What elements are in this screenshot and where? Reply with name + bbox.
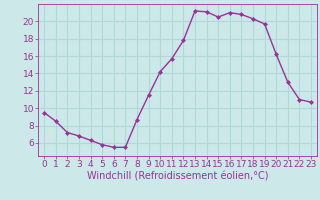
- X-axis label: Windchill (Refroidissement éolien,°C): Windchill (Refroidissement éolien,°C): [87, 172, 268, 182]
